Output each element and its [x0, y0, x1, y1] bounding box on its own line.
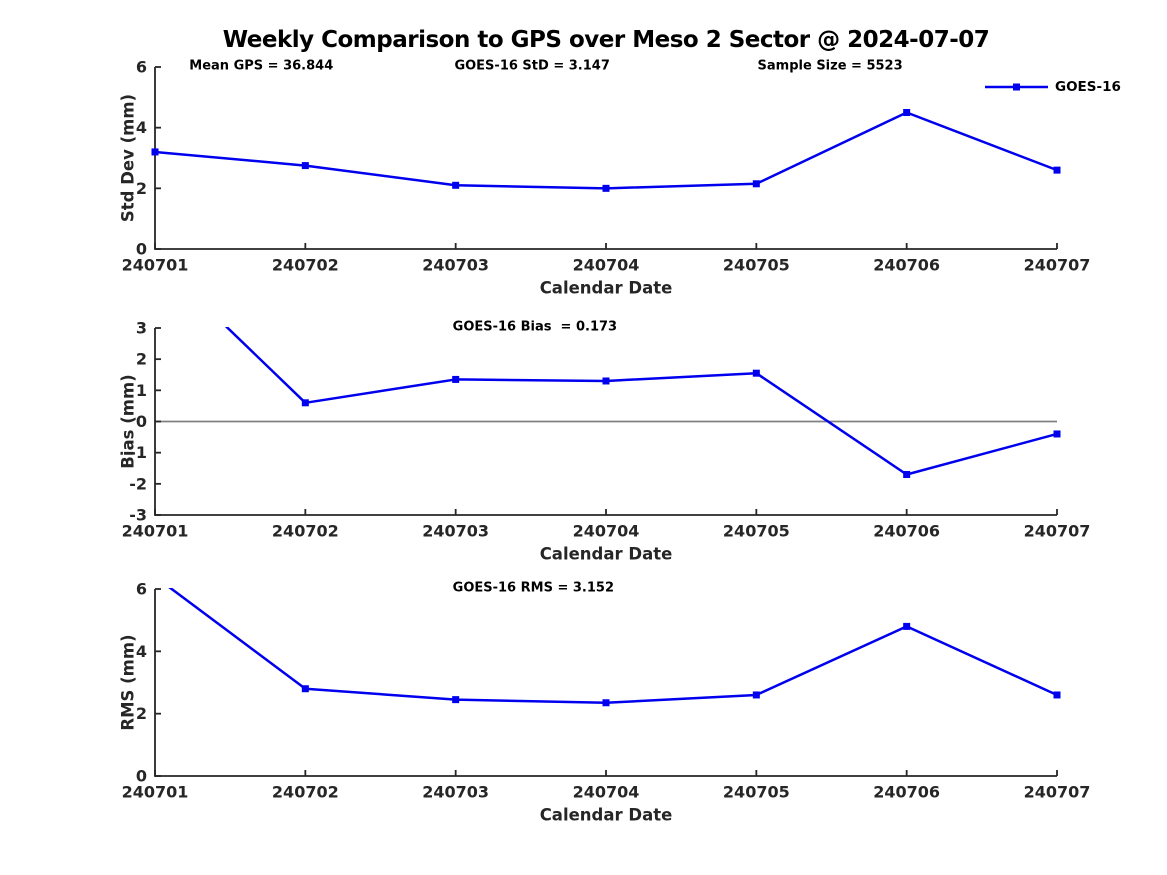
x-tick-label: 240704 — [573, 256, 640, 275]
x-tick-label: 240702 — [272, 783, 339, 802]
x-tick-label: 240704 — [573, 783, 640, 802]
data-point-marker — [452, 696, 460, 704]
y-axis-title: Bias (mm) — [119, 374, 138, 468]
data-point-marker — [752, 369, 760, 377]
data-point-marker — [602, 699, 610, 707]
x-tick-label: 240707 — [1024, 256, 1091, 275]
data-point-marker — [301, 399, 309, 407]
y-tick-label: 2 — [136, 350, 147, 369]
legend-marker — [1013, 83, 1020, 91]
y-tick-label: -1 — [129, 443, 147, 462]
x-axis-title: Calendar Date — [540, 806, 673, 825]
rms-chart: 0 2 4 6 240701 240702 240703 240704 240705 240706… — [119, 580, 1091, 825]
annotation: GOES-16 RMS = 3.152 — [453, 581, 614, 596]
x-tick-label: 240701 — [122, 522, 189, 541]
data-point-marker — [1053, 166, 1061, 174]
data-point-marker — [752, 691, 760, 699]
y-axis-title: RMS (mm) — [119, 634, 138, 730]
y-tick-label: 0 — [136, 240, 147, 259]
y-tick-label: -2 — [129, 474, 147, 493]
data-point-marker — [602, 184, 610, 192]
data-point-marker — [452, 375, 460, 383]
x-tick-label: 240707 — [1024, 522, 1091, 541]
data-point-marker — [903, 622, 911, 630]
bias-chart: -3 -2 -1 0 1 2 3 240701 240702 240703 240704 240705… — [119, 319, 1091, 564]
x-tick-label: 240702 — [272, 522, 339, 541]
x-tick-label: 240702 — [272, 256, 339, 275]
std-dev-chart: 0 2 4 6 240701 240702 240703 240704 240705 240706… — [119, 58, 1121, 298]
y-tick-label: 0 — [136, 412, 147, 431]
x-tick-label: 240703 — [422, 522, 489, 541]
y-tick-label: 2 — [136, 179, 147, 198]
data-point-marker — [602, 377, 610, 385]
x-tick-label: 240704 — [573, 522, 640, 541]
data-point-marker — [301, 162, 309, 170]
x-tick-label: 240705 — [723, 256, 790, 275]
x-axis-title: Calendar Date — [540, 545, 673, 564]
data-point-marker — [1053, 691, 1061, 699]
data-point-marker — [452, 181, 460, 189]
data-point-marker — [301, 685, 309, 693]
y-tick-label: 2 — [136, 704, 147, 723]
x-tick-label: 240701 — [122, 783, 189, 802]
series-line — [155, 111, 1058, 190]
data-point-marker — [752, 180, 760, 188]
legend-label: GOES-16 — [1055, 79, 1121, 95]
y-axis-title: Std Dev (mm) — [119, 94, 138, 222]
x-tick-label: 240703 — [422, 256, 489, 275]
x-tick-label: 240705 — [723, 522, 790, 541]
y-tick-label: 4 — [136, 118, 147, 137]
y-tick-label: 6 — [136, 58, 147, 77]
x-tick-label: 240707 — [1024, 783, 1091, 802]
y-tick-label: 0 — [136, 767, 147, 786]
x-tick-label: 240705 — [723, 783, 790, 802]
y-tick-label: 6 — [136, 580, 147, 599]
annotation: GOES-16 Bias = 0.173 — [453, 320, 617, 335]
annotation: Mean GPS = 36.844 — [189, 59, 333, 74]
y-tick-label: 4 — [136, 642, 147, 661]
page-title: Weekly Comparison to GPS over Meso 2 Sec… — [222, 27, 990, 53]
y-tick-label: 3 — [136, 319, 147, 338]
data-point-marker — [151, 148, 159, 156]
y-tick-label: -3 — [129, 506, 147, 525]
annotation: Sample Size = 5523 — [758, 59, 903, 74]
x-axis-title: Calendar Date — [540, 279, 673, 298]
x-tick-label: 240706 — [873, 256, 940, 275]
x-tick-label: 240703 — [422, 783, 489, 802]
data-point-marker — [1053, 430, 1061, 438]
y-tick-label: 1 — [136, 381, 147, 400]
x-tick-label: 240706 — [873, 522, 940, 541]
annotation: GOES-16 StD = 3.147 — [454, 59, 609, 74]
x-tick-label: 240706 — [873, 783, 940, 802]
x-tick-label: 240701 — [122, 256, 189, 275]
data-point-marker — [903, 470, 911, 478]
data-point-marker — [903, 109, 911, 116]
